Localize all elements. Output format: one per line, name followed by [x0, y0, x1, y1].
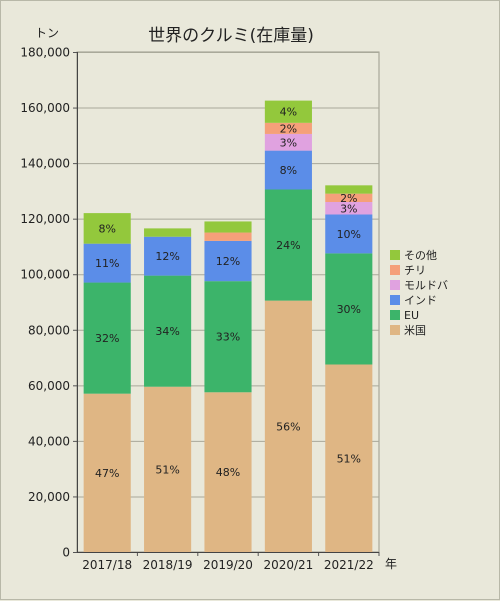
bar-segment	[325, 185, 373, 194]
bar-segment	[204, 221, 252, 233]
bar-segment	[264, 189, 312, 301]
data-label: 3%	[340, 202, 357, 215]
bar-segment	[325, 202, 373, 215]
bar-segment	[325, 253, 373, 365]
data-label: 12%	[155, 250, 179, 263]
bar-stacks: 47% 32% 11% 8% 2017/18 51% 34% 12% 2018/19 48% 33%…	[82, 100, 380, 572]
bar-segment	[144, 275, 192, 387]
legend-label: EU	[404, 309, 419, 322]
data-label: 8%	[280, 164, 297, 177]
bar-segment	[204, 392, 252, 552]
bar-segment	[204, 232, 252, 241]
data-label: 2%	[340, 192, 357, 205]
bar-segment	[325, 214, 373, 254]
data-label: 56%	[276, 420, 300, 433]
bar-segment	[325, 364, 373, 552]
bar-segment	[264, 100, 312, 123]
y-tick-label: 0	[62, 546, 70, 560]
bar-segment	[83, 393, 131, 552]
y-tick-label: 120,000	[20, 212, 70, 226]
y-tick-label: 80,000	[28, 323, 70, 337]
bar-segment	[83, 282, 131, 394]
gridlines: 0 20,000 40,000 60,000 80,000 100,000 120,000 1…	[20, 46, 380, 560]
data-label: 51%	[337, 452, 361, 465]
bar-segment	[264, 133, 312, 151]
bar-segment	[83, 243, 131, 283]
data-label: 33%	[216, 331, 240, 344]
bar-segment	[144, 386, 192, 552]
x-tick-label: 2021/22	[324, 558, 374, 572]
data-label: 34%	[155, 325, 179, 338]
legend-swatch	[390, 295, 400, 305]
y-tick-label: 20,000	[28, 490, 70, 504]
legend-label: 米国	[404, 324, 426, 337]
data-label: 3%	[280, 136, 297, 149]
legend-label: モルドバ	[404, 279, 448, 292]
bar-segment	[144, 236, 192, 276]
bar-segment	[325, 193, 373, 202]
y-tick-label: 160,000	[20, 101, 70, 115]
legend-swatch	[390, 310, 400, 320]
bar-segment	[83, 213, 131, 244]
data-label: 2%	[280, 122, 297, 135]
x-axis-unit: 年	[385, 557, 397, 571]
bar-segment	[264, 150, 312, 190]
legend-swatch	[390, 325, 400, 335]
data-label: 11%	[95, 257, 119, 270]
legend-label: その他	[404, 249, 437, 262]
legend-label: インド	[404, 294, 437, 307]
data-label: 24%	[276, 239, 300, 252]
bar-segment	[204, 281, 252, 393]
bar-segment	[264, 122, 312, 134]
data-label: 30%	[337, 303, 361, 316]
y-tick-label: 40,000	[28, 434, 70, 448]
data-label: 32%	[95, 332, 119, 345]
bar-segment	[144, 228, 192, 237]
data-label: 8%	[98, 222, 115, 235]
y-tick-label: 100,000	[20, 268, 70, 282]
x-tick-label: 2019/20	[203, 558, 253, 572]
legend-swatch	[390, 280, 400, 290]
legend-swatch	[390, 250, 400, 260]
data-label: 47%	[95, 467, 119, 480]
legend-swatch	[390, 265, 400, 275]
y-tick-label: 60,000	[28, 379, 70, 393]
y-axis-unit: トン	[35, 26, 59, 40]
x-tick-label: 2018/19	[143, 558, 193, 572]
x-tick-label: 2020/21	[263, 558, 313, 572]
x-tick-label: 2017/18	[82, 558, 132, 572]
y-tick-label: 180,000	[20, 46, 70, 60]
chart-title: 世界のクルミ(在庫量)	[148, 26, 314, 46]
axes	[77, 52, 379, 553]
legend-label: チリ	[404, 264, 426, 277]
data-label: 12%	[216, 255, 240, 268]
data-label: 48%	[216, 466, 240, 479]
data-label: 51%	[155, 463, 179, 476]
bar-segment	[204, 240, 252, 282]
bar-segment	[264, 300, 312, 552]
y-tick-label: 140,000	[20, 157, 70, 171]
data-label: 4%	[280, 106, 297, 119]
data-label: 10%	[337, 228, 361, 241]
